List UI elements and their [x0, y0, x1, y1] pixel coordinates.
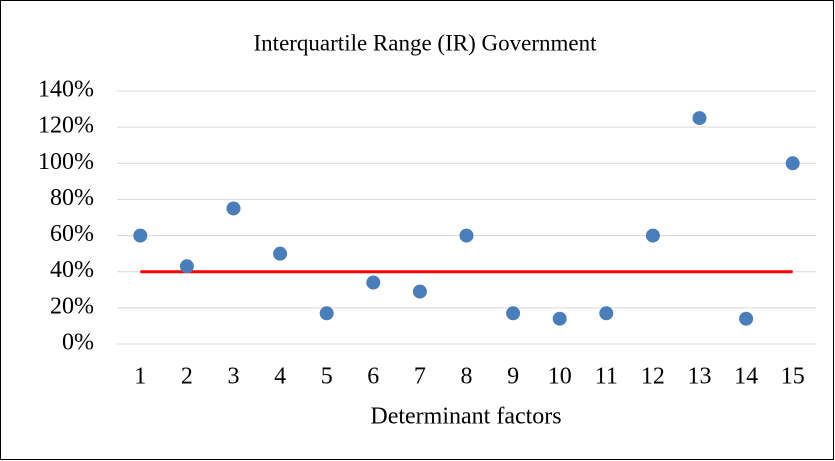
x-tick-label: 11 — [595, 364, 618, 390]
data-point — [692, 111, 707, 126]
data-point — [179, 259, 194, 274]
y-tick-label: 20% — [50, 293, 94, 319]
x-tick-label: 13 — [688, 364, 712, 390]
x-axis-label: Determinant factors — [370, 404, 561, 430]
data-point — [273, 246, 288, 261]
x-tick-label: 5 — [321, 364, 333, 390]
x-tick-label: 14 — [734, 364, 758, 390]
y-tick-label: 0% — [62, 330, 94, 356]
data-point — [412, 284, 427, 299]
data-point — [599, 306, 614, 321]
data-point — [366, 275, 381, 290]
data-point — [645, 228, 660, 243]
x-tick-label: 9 — [507, 364, 519, 390]
data-point — [226, 201, 241, 216]
x-tick-label: 4 — [274, 364, 286, 390]
x-tick-label: 8 — [461, 364, 473, 390]
x-tick-label: 2 — [181, 364, 193, 390]
x-tick-label: 3 — [228, 364, 240, 390]
data-point — [459, 228, 474, 243]
x-tick-label: 1 — [134, 364, 146, 390]
x-tick-label: 15 — [781, 364, 805, 390]
data-point — [319, 306, 334, 321]
x-tick-label: 7 — [414, 364, 426, 390]
y-tick-label: 140% — [38, 77, 94, 103]
data-point — [552, 311, 567, 326]
data-point — [506, 306, 521, 321]
data-point — [133, 228, 148, 243]
y-tick-label: 60% — [50, 221, 94, 247]
y-tick-label: 100% — [38, 149, 94, 175]
chart-title: Interquartile Range (IR) Government — [254, 30, 598, 55]
data-point — [739, 311, 754, 326]
y-tick-label: 120% — [38, 113, 94, 139]
data-point — [785, 156, 800, 171]
y-tick-label: 80% — [50, 185, 94, 211]
y-tick-label: 40% — [50, 257, 94, 283]
x-tick-label: 6 — [367, 364, 379, 390]
x-tick-label: 12 — [641, 364, 665, 390]
x-tick-label: 10 — [548, 364, 572, 390]
